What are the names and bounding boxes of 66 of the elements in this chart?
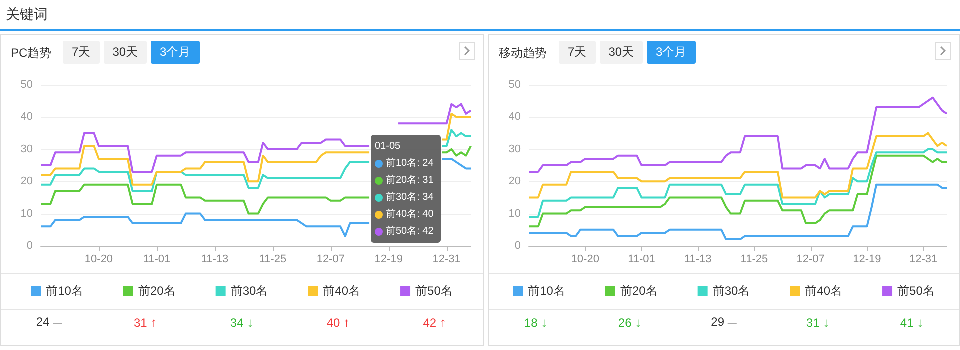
text: 42 ↑ bbox=[422, 315, 448, 332]
legend-label: 前50名 bbox=[898, 284, 935, 298]
y-tick-label: 50 bbox=[20, 79, 33, 91]
legend-label: 前20名 bbox=[620, 284, 658, 298]
text: 31 ↑ bbox=[133, 315, 158, 332]
y-tick-label: 50 bbox=[508, 79, 521, 91]
y-tick-label: 30 bbox=[20, 143, 33, 156]
y-tick-label: 30 bbox=[508, 143, 521, 156]
x-tick-label: 11-01 bbox=[628, 254, 656, 266]
text: 34 ↓ bbox=[229, 315, 255, 332]
text: 7天 bbox=[559, 41, 596, 64]
text: 29 — bbox=[710, 315, 738, 331]
legend-label: 前10名 bbox=[528, 284, 566, 298]
annotation: 前10名: 24 bbox=[386, 157, 434, 171]
legend-label: 前10名 bbox=[46, 284, 84, 298]
line-series bbox=[528, 96, 948, 173]
text: 41 ↓ bbox=[899, 315, 925, 332]
annotation: 前30名: 34 bbox=[386, 191, 434, 205]
x-tick-label: 11-01 bbox=[143, 254, 171, 266]
y-tick-label: 10 bbox=[20, 208, 33, 220]
x-tick-label: 11-13 bbox=[684, 254, 712, 266]
text: 18 ↓ bbox=[523, 315, 549, 332]
x-tick-label: 12-19 bbox=[853, 254, 882, 266]
annotation: 前20名: 31 bbox=[386, 174, 434, 188]
annotation: 前50名: 42 bbox=[386, 225, 434, 239]
x-tick-label: 10-20 bbox=[571, 254, 600, 266]
y-tick-label: 20 bbox=[508, 176, 521, 188]
x-tick-label: 11-25 bbox=[259, 254, 287, 266]
legend-label: 前40名 bbox=[323, 284, 361, 298]
text: 关键词 bbox=[6, 6, 48, 24]
line-series bbox=[528, 148, 948, 218]
y-tick-label: 10 bbox=[508, 208, 521, 220]
x-tick-label: 12-31 bbox=[432, 254, 461, 266]
chart-title: 移动趋势 bbox=[499, 45, 547, 62]
chart-title: PC趋势 bbox=[11, 45, 52, 62]
x-tick-label: 12-19 bbox=[374, 254, 403, 266]
annotation: 01-05 bbox=[375, 140, 402, 154]
text: 30天 bbox=[104, 41, 148, 64]
y-tick-label: 0 bbox=[514, 240, 521, 252]
legend-label: 前40名 bbox=[805, 284, 843, 298]
line-series bbox=[528, 132, 948, 199]
x-tick-label: 10-20 bbox=[84, 254, 114, 266]
text: 40 ↑ bbox=[326, 315, 352, 332]
text: 3个月 bbox=[647, 41, 696, 64]
annotation: 前40名: 40 bbox=[386, 208, 434, 222]
y-tick-label: 40 bbox=[508, 111, 521, 124]
line-series bbox=[528, 154, 948, 228]
x-tick-label: 12-07 bbox=[316, 254, 345, 266]
legend-label: 前20名 bbox=[138, 284, 176, 298]
text: 3个月 bbox=[151, 41, 200, 64]
text: 24 — bbox=[35, 315, 64, 331]
text: 31 ↓ bbox=[805, 315, 831, 332]
legend-label: 前30名 bbox=[712, 284, 750, 298]
x-tick-label: 11-25 bbox=[740, 254, 768, 266]
text: 30天 bbox=[600, 41, 644, 64]
y-tick-label: 20 bbox=[20, 176, 33, 188]
y-tick-label: 40 bbox=[20, 111, 33, 124]
text: 26 ↓ bbox=[617, 315, 643, 332]
line-series bbox=[528, 184, 948, 241]
legend-label: 前30名 bbox=[230, 284, 268, 298]
text: 7天 bbox=[63, 41, 100, 64]
x-tick-label: 12-31 bbox=[909, 254, 938, 266]
x-tick-label: 12-07 bbox=[796, 254, 825, 266]
legend-label: 前50名 bbox=[416, 284, 453, 298]
y-tick-label: 0 bbox=[26, 240, 33, 252]
x-tick-label: 11-13 bbox=[201, 254, 229, 266]
